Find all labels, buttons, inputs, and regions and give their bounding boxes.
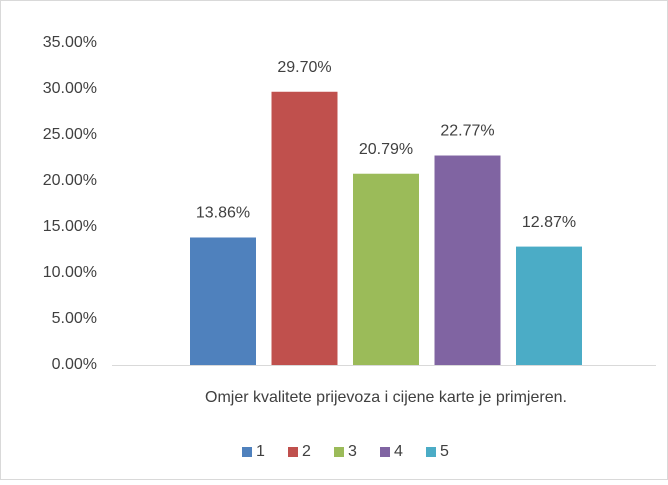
y-tick-label: 5.00% — [52, 310, 97, 327]
bar — [516, 246, 582, 365]
legend-swatch — [380, 447, 390, 457]
y-tick-label: 30.00% — [43, 80, 97, 97]
y-tick-label: 0.00% — [52, 356, 97, 373]
legend-swatch — [334, 447, 344, 457]
y-tick-label: 25.00% — [43, 126, 97, 143]
data-label: 22.77% — [440, 123, 494, 140]
x-tick-label: Omjer kvalitete prijevoza i cijene karte… — [205, 389, 567, 406]
legend-label: 3 — [348, 443, 357, 460]
bar — [353, 173, 419, 365]
legend-swatch — [288, 447, 298, 457]
y-tick-label: 35.00% — [43, 34, 97, 51]
y-tick-label: 20.00% — [43, 172, 97, 189]
legend-label: 1 — [256, 443, 265, 460]
bar — [190, 237, 256, 365]
y-tick-label: 10.00% — [43, 264, 97, 281]
data-label: 29.70% — [277, 59, 331, 76]
bar — [434, 155, 501, 365]
legend-label: 5 — [440, 443, 449, 460]
legend-swatch — [426, 447, 436, 457]
legend-label: 4 — [394, 443, 403, 460]
legend-swatch — [242, 447, 252, 457]
bar — [271, 91, 338, 365]
data-label: 12.87% — [522, 214, 576, 231]
data-label: 13.86% — [196, 205, 250, 222]
y-tick-label: 15.00% — [43, 218, 97, 235]
data-label: 20.79% — [359, 141, 413, 158]
legend-label: 2 — [302, 443, 311, 460]
